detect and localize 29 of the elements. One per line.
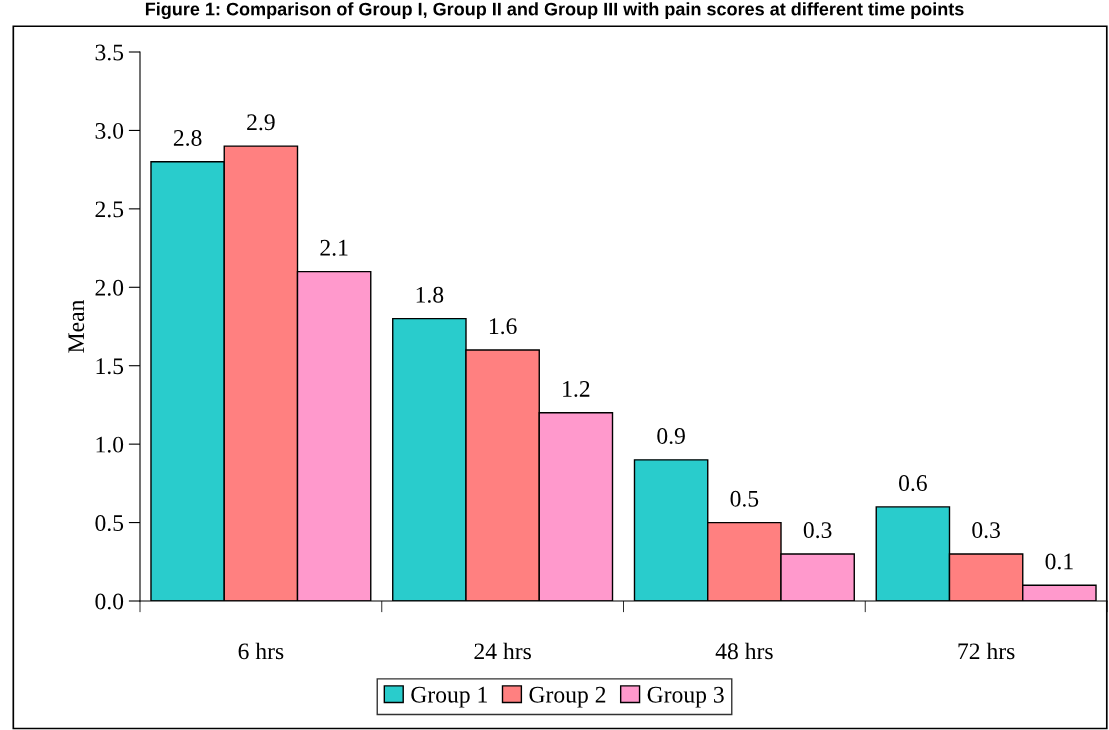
data-label: 0.9: [657, 427, 685, 445]
y-tick-label: 3.5: [95, 44, 124, 61]
y-axis-title: Mean: [68, 299, 85, 353]
legend-label: Group 1: [411, 686, 487, 708]
y-tick-label: 0.5: [95, 515, 124, 532]
y-tick-label: 2.0: [95, 279, 124, 296]
data-label: 0.5: [730, 490, 759, 507]
y-tick-label: 3.0: [95, 122, 124, 139]
y-tick-label: 1.0: [96, 436, 124, 453]
data-label: 0.3: [972, 522, 1000, 539]
data-label: 1.6: [489, 318, 517, 335]
chart-title: Figure 1: Comparison of Group I, Group II and Group III with pain scores at different time points: [145, 2, 964, 20]
y-tick-label: 2.5: [95, 201, 124, 218]
y-tick-label: 1.5: [96, 358, 124, 375]
data-label: 2.1: [320, 239, 348, 256]
x-tick-label: 72 hrs: [958, 642, 1015, 660]
x-tick-label: 6 hrs: [238, 642, 284, 660]
x-tick-label: 24 hrs: [474, 642, 531, 660]
data-label: 1.2: [563, 381, 590, 397]
data-label: 0.3: [803, 522, 832, 539]
data-label: 2.8: [173, 129, 202, 146]
legend-label: Group 3: [647, 686, 724, 708]
legend-label: Group 2: [529, 686, 606, 708]
y-tick-label: 0.0: [95, 593, 124, 610]
data-label: 0.1: [1045, 553, 1073, 570]
x-tick-label: 48 hrs: [715, 642, 773, 660]
data-label: 1.8: [416, 286, 444, 303]
data-label: 2.9: [247, 114, 275, 131]
data-label: 0.6: [899, 475, 927, 492]
